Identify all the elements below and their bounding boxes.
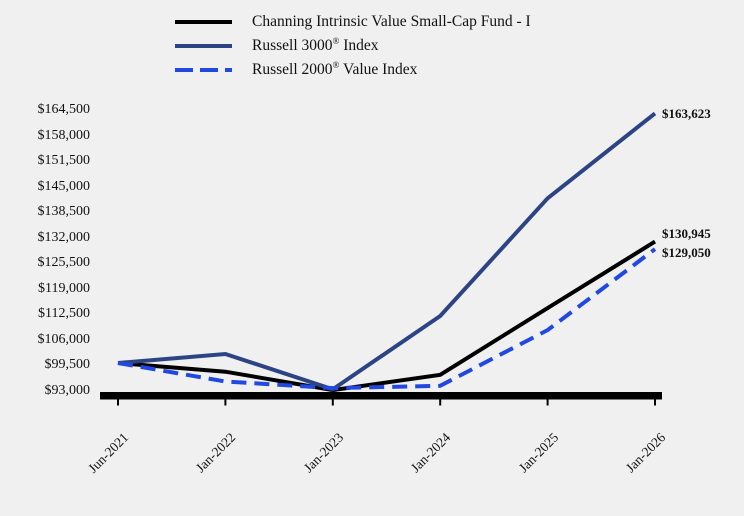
- legend-item-russell-2000-value: Russell 2000® Value Index: [175, 58, 531, 82]
- legend-label-fund: Channing Intrinsic Value Small-Cap Fund …: [252, 13, 531, 30]
- y-tick-label: $145,000: [37, 178, 91, 194]
- x-axis-tick: [224, 399, 227, 406]
- x-axis-tick: [654, 399, 656, 406]
- registered-trademark-symbol: ®: [332, 59, 340, 70]
- series-line-0: [117, 239, 657, 393]
- x-axis-tick: [331, 399, 334, 406]
- legend-line-swatch-russell-3000: [175, 43, 232, 49]
- x-axis-tick: [546, 399, 549, 406]
- series-end-value-label: $163,623: [662, 105, 711, 121]
- y-tick-label: $164,500: [37, 102, 91, 117]
- y-tick-label: $138,500: [37, 204, 91, 219]
- x-axis-line: [100, 392, 662, 400]
- y-tick-label: $158,000: [37, 127, 91, 143]
- legend-label-russell-2000-value: Russell 2000® Value Index: [252, 59, 418, 78]
- y-tick-label: $112,500: [38, 306, 90, 321]
- legend-line-swatch-russell-2000-value: [175, 67, 232, 73]
- series-end-value-label: $130,945: [662, 226, 711, 242]
- y-tick-label: $151,500: [37, 153, 91, 168]
- legend-line-swatch-fund: [175, 19, 232, 25]
- x-axis-tick: [439, 399, 442, 406]
- series-line-1: [117, 111, 657, 392]
- x-axis-tick: [117, 399, 119, 406]
- y-tick-label: $93,000: [44, 382, 91, 398]
- y-tick-label: $125,500: [37, 255, 91, 270]
- series-line-2: [117, 247, 657, 391]
- legend-item-fund: Channing Intrinsic Value Small-Cap Fund …: [175, 10, 531, 34]
- registered-trademark-symbol: ®: [332, 35, 340, 46]
- legend-item-russell-3000: Russell 3000® Index: [175, 34, 531, 58]
- series-end-value-label: $129,050: [662, 244, 711, 260]
- chart-legend: Channing Intrinsic Value Small-Cap Fund …: [175, 10, 531, 82]
- y-tick-label: $119,000: [38, 280, 90, 296]
- y-tick-label: $132,000: [37, 229, 91, 245]
- y-tick-label: $106,000: [37, 331, 91, 347]
- y-tick-label: $99,500: [44, 357, 91, 372]
- legend-label-russell-3000: Russell 3000® Index: [252, 35, 379, 54]
